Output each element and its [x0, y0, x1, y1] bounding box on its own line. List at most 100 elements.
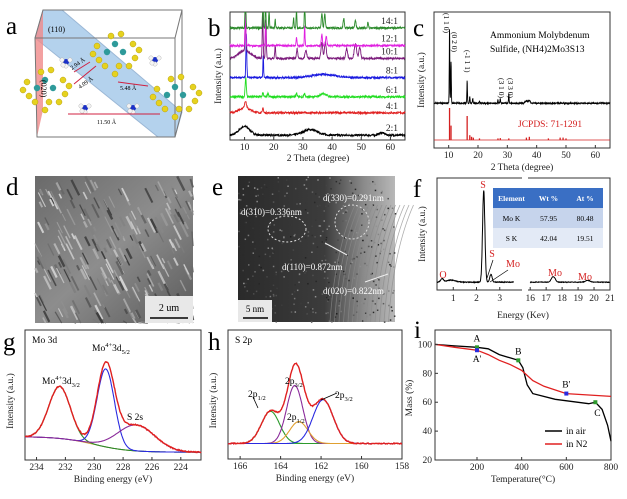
- tem-noise: [340, 250, 343, 252]
- tem-noise: [323, 220, 325, 222]
- tem-background: [238, 176, 395, 322]
- sem-texture: [51, 197, 59, 210]
- tem-noise: [305, 270, 308, 273]
- tem-noise: [373, 280, 375, 283]
- panel-label: e: [212, 174, 223, 201]
- tem-noise: [287, 185, 289, 187]
- sem-texture: [36, 260, 41, 266]
- x-tick-label: 30: [298, 143, 308, 153]
- tem-noise: [258, 255, 261, 258]
- tem-noise: [321, 293, 324, 295]
- lattice-fringe: [347, 204, 374, 323]
- tem-noise: [262, 269, 265, 272]
- sem-texture: [119, 278, 127, 290]
- tem-noise: [243, 200, 245, 202]
- tem-noise: [283, 236, 285, 239]
- tem-noise: [238, 230, 240, 233]
- eds-spectrum-left: [436, 190, 514, 284]
- marker-label: A: [474, 334, 481, 344]
- tem-noise: [289, 265, 291, 267]
- tem-noise: [296, 289, 299, 292]
- s-atom: [149, 93, 157, 101]
- tem-noise: [356, 305, 359, 307]
- sem-texture: [68, 280, 77, 294]
- sem-texture: [114, 222, 124, 239]
- ann-main: 3d: [112, 344, 122, 354]
- tem-noise: [274, 304, 277, 307]
- sem-texture: [44, 217, 50, 226]
- tem-noise: [378, 279, 380, 281]
- marker-point: [564, 391, 569, 396]
- x-axis-label: Energy (Kev): [497, 310, 549, 321]
- tem-noise: [392, 292, 394, 294]
- plot-frame: [433, 11, 611, 149]
- tem-noise: [271, 248, 274, 250]
- tem-noise: [383, 321, 386, 323]
- sem-texture: [188, 190, 193, 197]
- tem-noise: [254, 271, 256, 273]
- sem-texture: [96, 278, 105, 294]
- sem-texture: [157, 282, 164, 292]
- sem-texture: [57, 182, 65, 195]
- sem-texture: [57, 235, 65, 249]
- compound-formula: Sulfide, (NH4)2Mo3S13: [490, 44, 585, 55]
- sem-texture: [81, 252, 89, 265]
- y-tick-label: 80: [423, 369, 433, 379]
- tem-noise: [239, 212, 242, 215]
- tem-noise: [313, 201, 316, 204]
- sem-texture: [113, 283, 120, 294]
- tem-noise: [270, 290, 272, 292]
- tem-noise: [312, 242, 315, 245]
- tem-noise: [360, 302, 363, 304]
- sem-texture: [135, 309, 142, 319]
- sem-texture: [145, 230, 151, 236]
- s-atom: [93, 42, 101, 50]
- sem-texture: [129, 235, 134, 241]
- tem-noise: [298, 281, 300, 284]
- tem-noise: [256, 188, 259, 191]
- tem-noise: [337, 261, 340, 264]
- tem-noise: [238, 198, 240, 201]
- peak-label: (3 1 0): [497, 78, 506, 98]
- tem-noise: [388, 304, 390, 307]
- s-atom: [59, 76, 67, 84]
- distance-label: 11.50 Å: [97, 118, 117, 126]
- s-atom: [175, 105, 183, 113]
- sem-texture: [130, 210, 137, 220]
- tem-noise: [362, 239, 364, 242]
- label-arrow: [252, 396, 259, 409]
- tem-noise: [327, 311, 329, 314]
- tem-noise: [373, 181, 376, 184]
- region-circle: [334, 204, 370, 240]
- tem-noise: [304, 209, 307, 211]
- tem-noise: [350, 182, 353, 184]
- sem-texture: [183, 264, 190, 275]
- lattice-fringe: [338, 204, 365, 323]
- peak-annotation: 2p3/2: [285, 377, 303, 389]
- sem-texture: [60, 301, 69, 314]
- tem-noise: [338, 182, 341, 185]
- tem-noise: [253, 187, 256, 189]
- sem-texture: [57, 255, 66, 268]
- sem-texture: [174, 189, 178, 195]
- x-tick-label: 232: [58, 463, 73, 473]
- sem-texture: [55, 181, 62, 191]
- s-atom: [131, 54, 139, 62]
- mo-atom: [33, 84, 41, 92]
- tem-noise: [378, 297, 380, 300]
- lattice-fringe: [383, 204, 410, 323]
- sem-texture: [88, 226, 95, 236]
- tem-noise: [342, 212, 344, 215]
- y-tick-label: 20: [423, 456, 433, 466]
- tem-noise: [323, 277, 326, 279]
- tem-noise: [352, 297, 354, 299]
- x-tick-label: 3: [497, 294, 502, 304]
- sem-texture: [146, 277, 152, 285]
- sem-texture: [113, 212, 122, 228]
- x-axis-label: 2 Theta (degree): [491, 162, 554, 173]
- sem-texture: [83, 284, 92, 298]
- tem-noise: [324, 259, 327, 262]
- lattice-fringe: [374, 204, 401, 323]
- tem-noise: [272, 208, 274, 210]
- sem-texture: [37, 252, 48, 269]
